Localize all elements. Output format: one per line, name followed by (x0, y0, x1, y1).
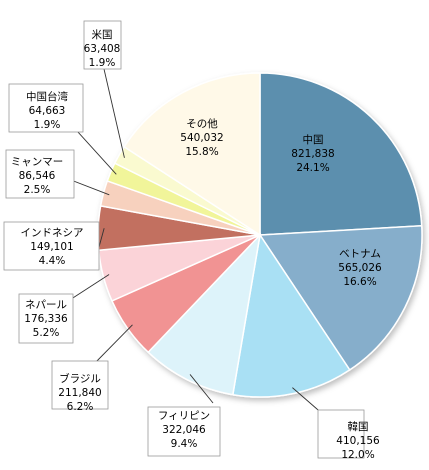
slice-name-label: 韓国 (348, 421, 369, 433)
slice-name-label: フィリピン (158, 410, 210, 422)
slice-percent-label: 16.6% (343, 276, 376, 288)
slice-value-label: 821,838 (291, 148, 334, 160)
pie-slice (259, 72, 423, 236)
slice-percent-label: 9.4% (171, 438, 198, 450)
label-box (317, 409, 365, 459)
slice-percent-label: 5.2% (33, 327, 60, 339)
slice-percent-label: 6.2% (67, 401, 94, 413)
pie-slices (97, 72, 423, 398)
label-box (3, 221, 100, 271)
slice-name-label: 中国 (303, 133, 324, 146)
slice-percent-label: 2.5% (24, 184, 51, 196)
slice-name-label: ミャンマー (11, 156, 64, 168)
pie-slice (258, 224, 423, 371)
slice-percent-label: 24.1% (296, 162, 329, 174)
pie-slice (231, 233, 351, 398)
slice-value-label: 565,026 (338, 262, 382, 274)
slice-name-label: ネパール (25, 299, 67, 311)
slice-value-label: 410,156 (336, 435, 380, 447)
slice-name-label: その他 (186, 117, 218, 130)
slice-value-label: 176,336 (24, 313, 68, 325)
label-box (18, 293, 74, 344)
label-box (5, 149, 75, 199)
label-box (83, 20, 122, 70)
slice-percent-label: 1.9% (89, 57, 116, 69)
slice-name-label: ブラジル (59, 372, 101, 385)
slice-value-label: 540,032 (180, 132, 223, 144)
slice-percent-label: 4.4% (39, 255, 66, 267)
leader-line (98, 228, 105, 248)
leader-line (103, 68, 125, 158)
pie-slice (123, 72, 261, 237)
slice-value-label: 64,663 (29, 105, 66, 117)
slice-name-label: ベトナム (339, 248, 381, 260)
slice-name-label: 中国台湾 (26, 90, 68, 103)
slice-value-label: 86,546 (19, 170, 56, 182)
slice-name-label: インドネシア (21, 227, 84, 239)
label-box (51, 360, 109, 410)
slice-name-label: 米国 (92, 28, 113, 41)
slice-percent-label: 15.8% (185, 146, 218, 158)
slice-percent-label: 1.9% (34, 119, 61, 131)
slice-value-label: 211,840 (58, 387, 101, 399)
slice-value-label: 63,408 (84, 43, 121, 55)
slice-percent-label: 12.0% (341, 449, 374, 461)
pie-slice (147, 232, 262, 396)
slice-value-label: 149,101 (30, 241, 73, 253)
label-box (8, 83, 84, 133)
label-box (147, 406, 221, 457)
leader-line (91, 324, 133, 367)
leader-line (189, 374, 214, 404)
slice-labels: 中国 821,838 24.1% ベトナム 565,026 16.6% 韓国 410,156 1… (3, 20, 382, 461)
slice-value-label: 322,046 (162, 424, 206, 436)
